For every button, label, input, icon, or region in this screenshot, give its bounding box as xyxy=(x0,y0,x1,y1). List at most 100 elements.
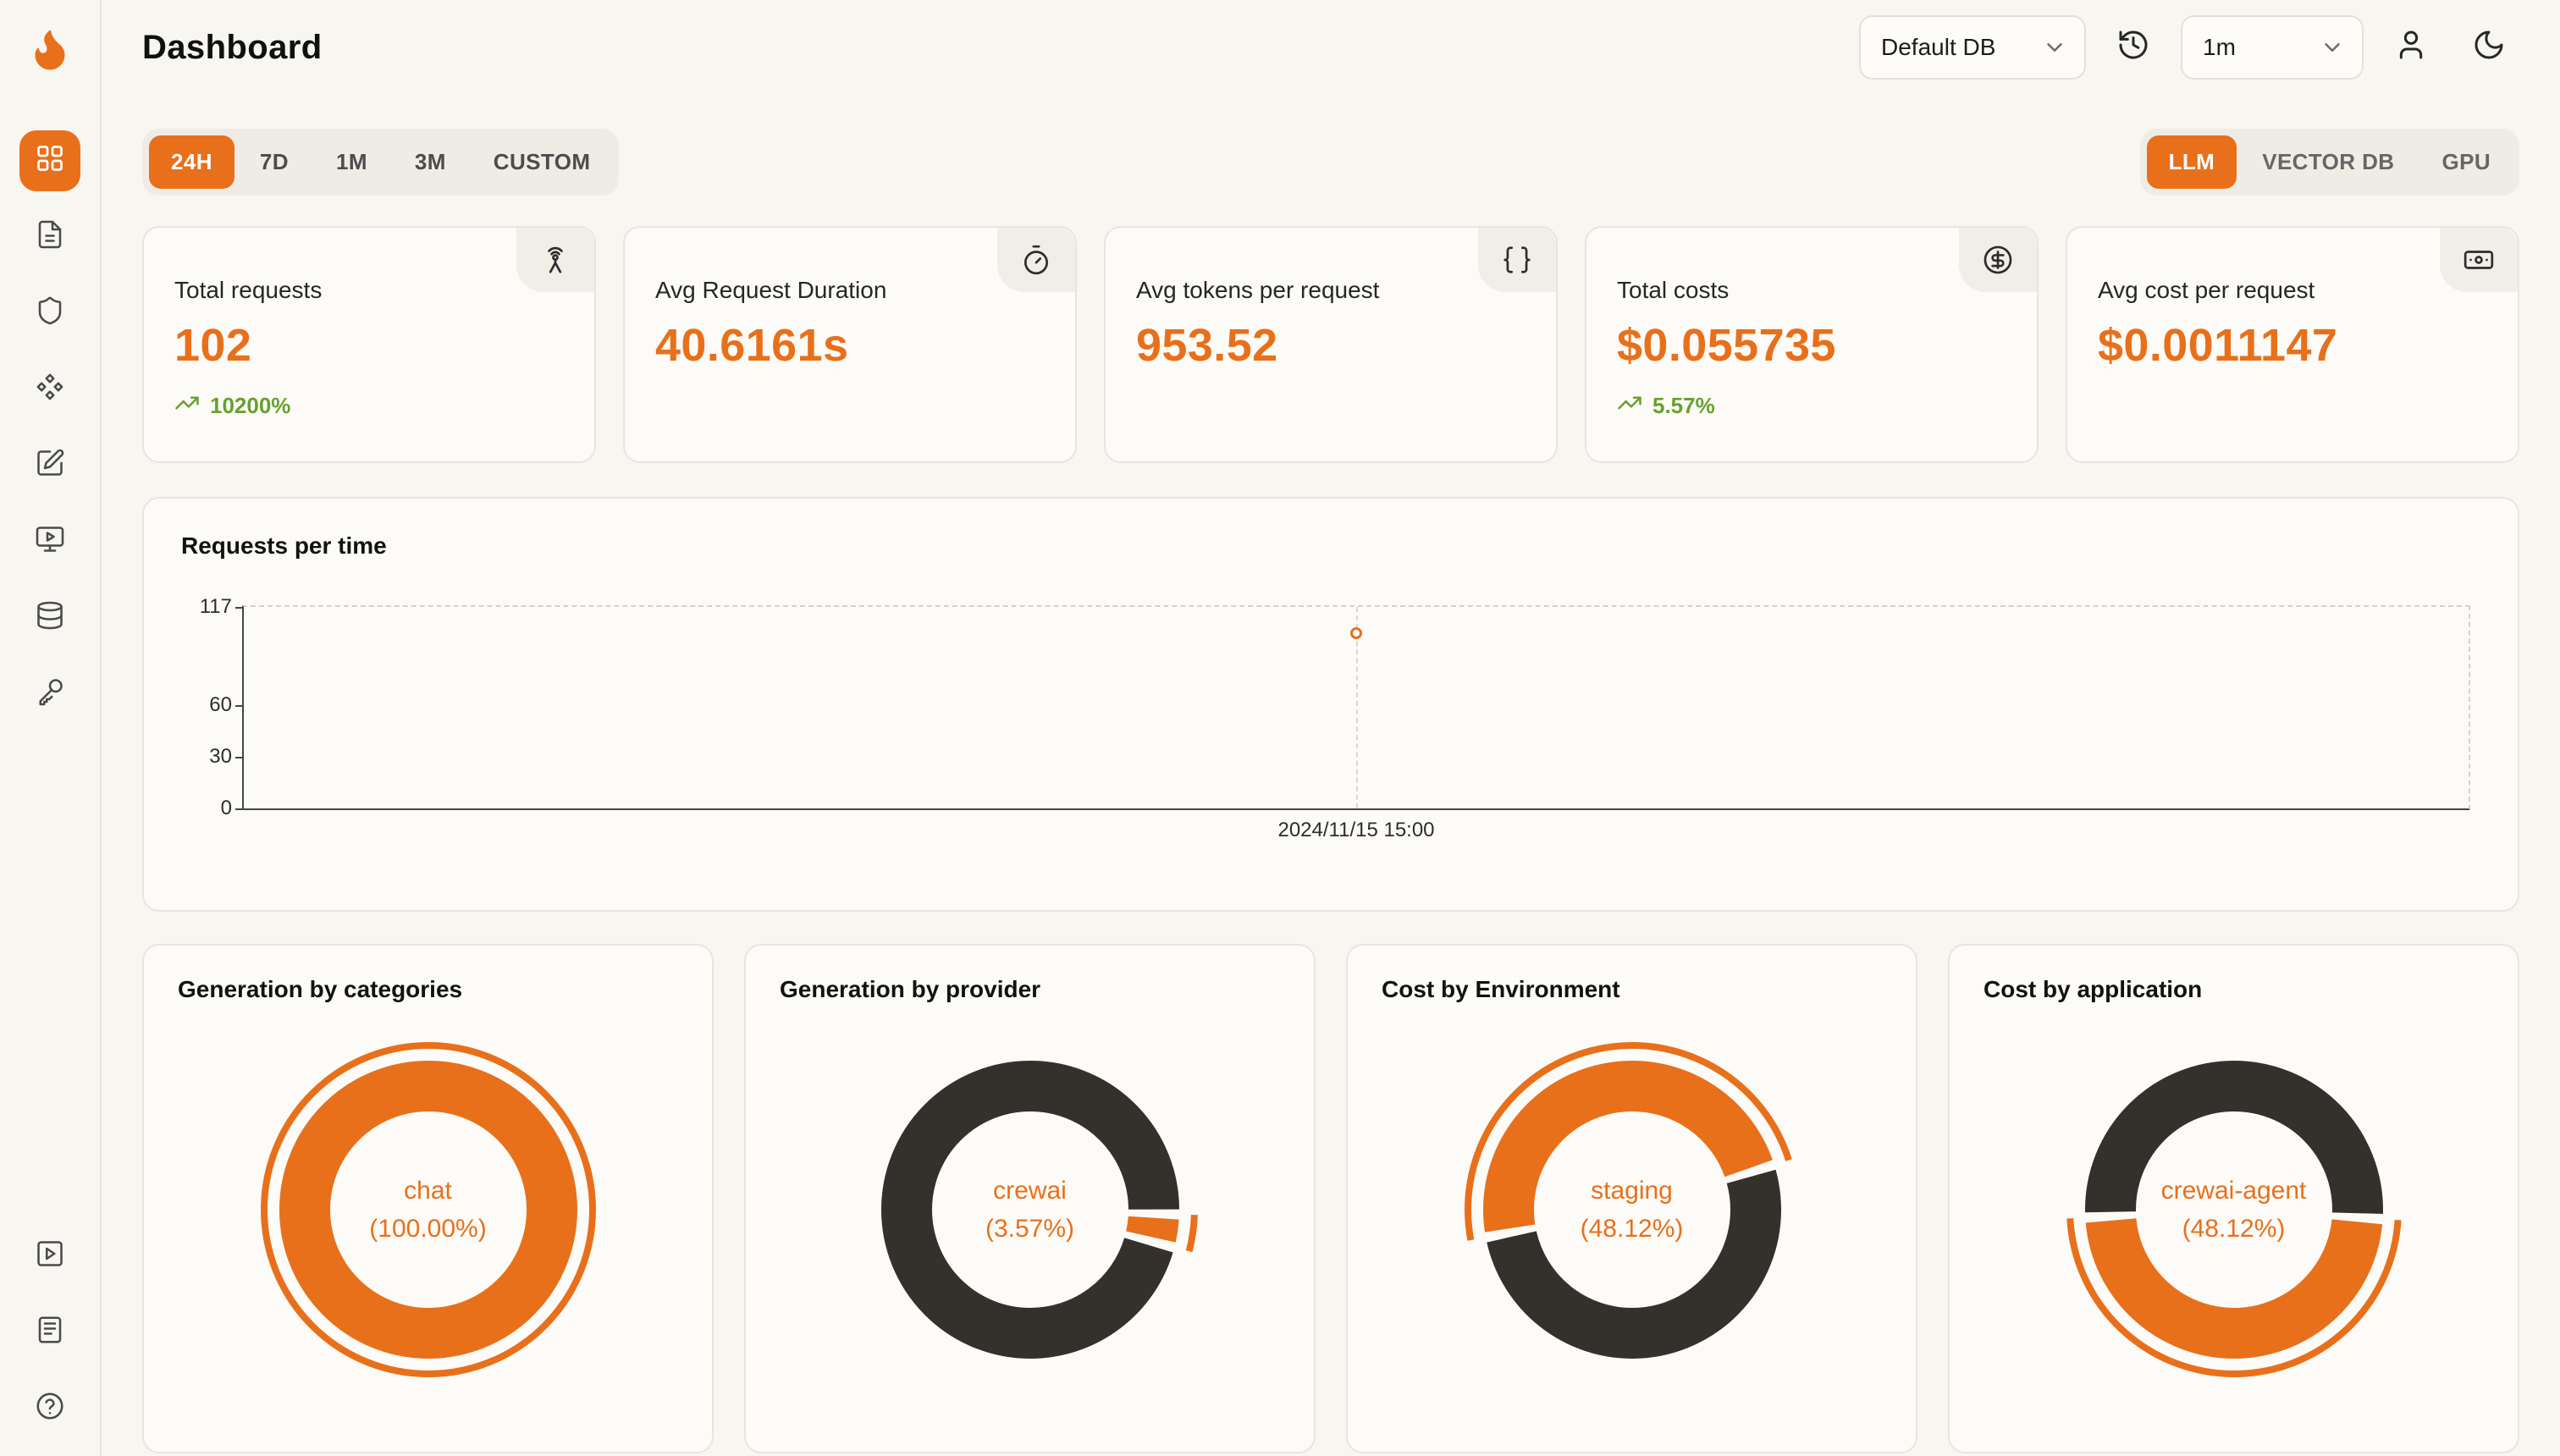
stats-row: Total requests 102 10200% Avg Request Du… xyxy=(142,226,2519,463)
db-select[interactable]: Default DB xyxy=(1859,15,2086,80)
tab-24h[interactable]: 24H xyxy=(149,135,234,189)
database-icon xyxy=(35,600,65,637)
tab-gpu[interactable]: GPU xyxy=(2419,135,2513,189)
user-icon xyxy=(2394,28,2428,68)
sidebar-item-api-keys[interactable] xyxy=(19,664,80,725)
chevron-down-icon xyxy=(2042,35,2067,60)
page-title: Dashboard xyxy=(142,28,323,66)
source-tabs: LLM VECTOR DB GPU xyxy=(2139,129,2519,196)
moon-icon xyxy=(2472,28,2506,68)
trending-up-icon xyxy=(174,390,200,422)
header: Dashboard Default DB 1m xyxy=(102,0,2560,95)
trending-up-icon xyxy=(1617,390,1642,422)
sidebar-item-databases[interactable] xyxy=(19,587,80,648)
y-axis-tick-label: 117 xyxy=(199,595,232,618)
help-icon xyxy=(35,1391,65,1427)
tab-3m[interactable]: 3M xyxy=(393,135,468,189)
tab-1m[interactable]: 1M xyxy=(314,135,389,189)
donut-chart-categories[interactable]: chat (100.00%) xyxy=(249,1030,608,1389)
stat-value: $0.0011147 xyxy=(2098,320,2338,371)
stat-card-total-costs: Total costs $0.055735 5.57% xyxy=(1585,226,2039,463)
sidebar-item-support[interactable] xyxy=(19,1378,80,1439)
y-axis-tick-label: 30 xyxy=(209,744,232,768)
stat-delta-value: 10200% xyxy=(210,393,291,418)
stat-card-avg-cost: Avg cost per request $0.0011147 xyxy=(2066,226,2519,463)
stat-label: Total costs xyxy=(1617,277,1730,303)
y-axis-tick-mark xyxy=(235,704,244,707)
stat-value: $0.055735 xyxy=(1617,320,1836,371)
exceptions-shield-icon xyxy=(35,295,65,332)
y-axis-tick-mark xyxy=(235,808,244,810)
main-column: Dashboard Default DB 1m xyxy=(102,0,2560,1456)
y-axis-tick-label: 60 xyxy=(209,692,232,716)
stat-delta-value: 5.57% xyxy=(1652,393,1715,418)
y-axis-tick-mark xyxy=(235,607,244,609)
circle-dollar-icon xyxy=(1959,228,2037,292)
header-controls: Default DB 1m xyxy=(1859,15,2519,80)
sidebar-item-requests[interactable] xyxy=(19,207,80,267)
chevron-down-icon xyxy=(2320,35,2345,60)
donut-chart-provider[interactable]: crewai (3.57%) xyxy=(851,1030,1210,1389)
generation-by-provider-card: Generation by provider crewai (3.57%) xyxy=(744,944,1316,1453)
sidebar-item-prompts[interactable] xyxy=(19,435,80,496)
dashboard-grid-icon xyxy=(35,143,65,179)
generation-by-categories-card: Generation by categories chat (100.00%) xyxy=(142,944,714,1453)
docs-icon xyxy=(35,1315,65,1351)
y-axis-tick-mark xyxy=(235,756,244,758)
stat-delta: 5.57% xyxy=(1617,390,2006,422)
sidebar-footer xyxy=(19,1226,80,1439)
y-axis-tick-label: 0 xyxy=(220,797,232,819)
radio-tower-icon xyxy=(516,228,594,292)
app-logo-flame-icon xyxy=(23,22,77,76)
api-key-icon xyxy=(35,676,65,713)
sidebar-item-playground[interactable] xyxy=(19,511,80,572)
video-play-icon xyxy=(35,1238,65,1275)
time-range-tabs: 24H 7D 1M 3M CUSTOM xyxy=(142,129,620,196)
refresh-history-button[interactable] xyxy=(2103,17,2164,78)
stat-card-avg-duration: Avg Request Duration 40.6161s xyxy=(623,226,1077,463)
tab-7d[interactable]: 7D xyxy=(238,135,311,189)
chart-title: Cost by Environment xyxy=(1382,976,1620,1002)
donut-chart-environment[interactable]: staging (48.12%) xyxy=(1453,1030,1812,1389)
tab-llm[interactable]: LLM xyxy=(2146,135,2237,189)
history-icon xyxy=(2116,28,2150,68)
line-chart[interactable]: 117 60 30 0 2024/11/15 15:00 xyxy=(200,595,2470,841)
tab-vector-db[interactable]: VECTOR DB xyxy=(2240,135,2416,189)
stat-label: Avg tokens per request xyxy=(1136,277,1380,303)
stat-delta: 10200% xyxy=(174,390,564,422)
sidebar xyxy=(0,0,102,1456)
stat-label: Total requests xyxy=(174,277,323,303)
timer-icon xyxy=(997,228,1075,292)
interval-select[interactable]: 1m xyxy=(2181,15,2364,80)
requests-file-icon xyxy=(35,219,65,256)
stat-label: Avg cost per request xyxy=(2098,277,2315,303)
theme-toggle-button[interactable] xyxy=(2458,17,2519,78)
sidebar-item-demos[interactable] xyxy=(19,1226,80,1287)
data-point-marker[interactable] xyxy=(1350,626,1362,639)
tab-custom[interactable]: CUSTOM xyxy=(472,135,613,189)
filters-row: 24H 7D 1M 3M CUSTOM LLM VECTOR DB GPU xyxy=(142,129,2519,196)
main-content: 24H 7D 1M 3M CUSTOM LLM VECTOR DB GPU xyxy=(102,95,2560,1456)
braces-icon xyxy=(1478,228,1556,292)
db-select-value: Default DB xyxy=(1881,34,1996,60)
sidebar-item-docs[interactable] xyxy=(19,1302,80,1363)
chart-title: Generation by categories xyxy=(178,976,463,1002)
banknote-icon xyxy=(2440,228,2518,292)
stat-value: 40.6161s xyxy=(655,320,849,371)
playground-monitor-icon xyxy=(35,524,65,560)
stat-card-avg-tokens: Avg tokens per request 953.52 xyxy=(1104,226,1558,463)
donut-row: Generation by categories chat (100.00%) … xyxy=(142,944,2519,1453)
sidebar-item-vector[interactable] xyxy=(19,359,80,420)
prompt-edit-icon xyxy=(35,448,65,484)
line-plot-area[interactable]: 117 60 30 0 2024/11/15 15:00 xyxy=(200,595,2470,841)
sidebar-nav xyxy=(19,130,80,725)
requests-per-time-card: Requests per time 117 60 30 0 2024/11/15 15:… xyxy=(142,497,2519,912)
stat-value: 953.52 xyxy=(1136,320,1278,371)
profile-button[interactable] xyxy=(2381,17,2441,78)
donut-chart-application[interactable]: crewai-agent (48.12%) xyxy=(2055,1030,2414,1389)
sidebar-item-dashboard[interactable] xyxy=(19,130,80,191)
sidebar-item-exceptions[interactable] xyxy=(19,283,80,344)
stat-card-total-requests: Total requests 102 10200% xyxy=(142,226,596,463)
vector-diamonds-icon xyxy=(35,372,65,408)
